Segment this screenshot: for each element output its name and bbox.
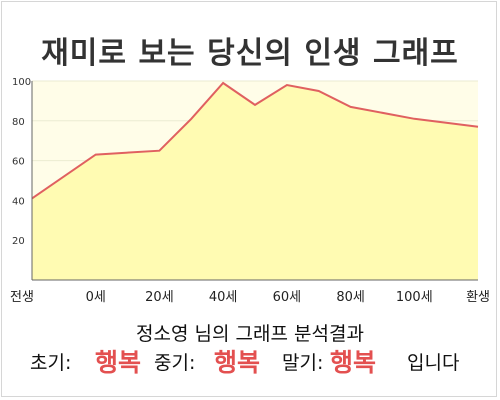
early-label: 초기: <box>30 352 72 374</box>
area-fill <box>32 83 478 280</box>
x-tick-label: 전생 <box>10 290 34 305</box>
y-tick-label: 20 <box>12 236 25 247</box>
life-graph-chart: 20 40 60 80 100 전생 0세 20세 40세 60세 80세 100세 환생 <box>10 77 490 305</box>
y-tick-labels: 20 40 60 80 100 <box>12 77 31 247</box>
late-value: 행복 <box>330 348 377 377</box>
y-tick-label: 100 <box>12 77 31 88</box>
analysis-subtitle: 정소영 님의 그래프 분석결과 <box>136 323 364 345</box>
result-suffix: 입니다 <box>407 352 460 374</box>
x-tick-label: 20세 <box>145 290 174 305</box>
page-title: 재미로 보는 당신의 인생 그래프 <box>41 36 459 71</box>
x-tick-label: 60세 <box>273 290 302 305</box>
x-tick-label: 40세 <box>209 290 238 305</box>
x-tick-label: 0세 <box>86 290 106 305</box>
x-tick-labels: 전생 0세 20세 40세 60세 80세 100세 환생 <box>10 290 490 305</box>
series-line <box>31 81 479 200</box>
mid-label: 중기: <box>154 352 196 374</box>
y-tick-label: 40 <box>12 196 25 207</box>
x-tick-label: 80세 <box>336 290 365 305</box>
late-label: 말기: <box>282 352 324 374</box>
y-tick-label: 80 <box>12 117 25 128</box>
y-tick-label: 60 <box>12 157 25 168</box>
analysis-result: 초기: 행복 중기: 행복 말기: 행복 입니다 <box>0 345 500 381</box>
early-value: 행복 <box>95 348 142 377</box>
x-tick-label: 환생 <box>466 290 490 305</box>
x-tick-label: 100세 <box>396 290 433 305</box>
mid-value: 행복 <box>214 348 261 377</box>
